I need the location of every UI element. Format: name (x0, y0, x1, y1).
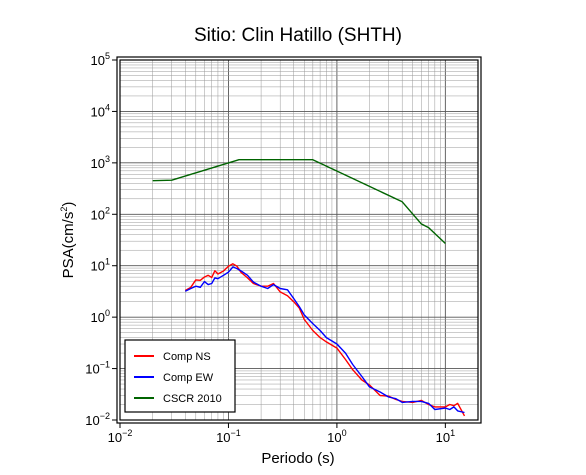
y-tick-exp: 4 (105, 102, 110, 112)
y-axis-label: PSA(cm/s2) (59, 202, 77, 279)
y-tick-exp: −1 (100, 360, 110, 370)
y-tick-label: 101 (91, 257, 110, 274)
y-tick-label: 10−2 (85, 411, 110, 428)
chart-title: Sitio: Clin Hatillo (SHTH) (194, 25, 402, 46)
y-tick-base: 10 (91, 259, 105, 274)
x-axis-label: Periodo (s) (261, 450, 334, 467)
y-tick-base: 10 (91, 207, 105, 222)
y-tick-label: 104 (91, 102, 110, 119)
y-tick-base: 10 (91, 53, 105, 68)
y-tick-base: 10 (91, 104, 105, 119)
y-tick-base: 10 (85, 362, 99, 377)
y-tick-label: 100 (91, 308, 110, 325)
y-tick-base: 10 (91, 156, 105, 171)
plot-frame (116, 56, 482, 424)
y-axis-label-sup: 2 (59, 207, 69, 212)
y-tick-label: 10−1 (85, 360, 110, 377)
x-tick-label: 100 (327, 428, 346, 445)
x-tick-exp: −2 (122, 428, 132, 438)
y-tick-base: 10 (91, 310, 105, 325)
y-tick-label: 102 (91, 205, 110, 222)
y-tick-label: 105 (91, 51, 110, 68)
x-tick-base: 10 (436, 430, 450, 445)
y-tick-exp: 3 (105, 154, 110, 164)
y-tick-exp: 5 (105, 51, 110, 61)
x-tick-base: 10 (108, 430, 122, 445)
x-tick-exp: 1 (450, 428, 455, 438)
series-line-cscr-2010 (152, 158, 446, 245)
y-tick-label: 103 (91, 154, 110, 171)
y-tick-exp: 1 (105, 257, 110, 267)
y-tick-exp: 2 (105, 205, 110, 215)
plot-border (119, 59, 479, 421)
x-tick-label: 10−2 (108, 428, 133, 445)
x-tick-label: 101 (436, 428, 455, 445)
legend: Comp NS Comp EW CSCR 2010 (124, 339, 236, 413)
x-tick-label: 10−1 (216, 428, 241, 445)
x-tick-base: 10 (327, 430, 341, 445)
series-line-comp-ew (184, 266, 465, 414)
y-tick-base: 10 (85, 413, 99, 428)
x-tick-exp: −1 (231, 428, 241, 438)
y-axis-label-tail: ) (60, 202, 77, 207)
grid (119, 59, 479, 421)
legend-label: Comp EW (163, 372, 214, 384)
y-axis-label-base: PSA(cm/s (60, 212, 77, 279)
y-tick-exp: −2 (100, 411, 110, 421)
legend-label: Comp NS (163, 351, 211, 363)
series-layer (152, 158, 466, 417)
y-tick-exp: 0 (105, 308, 110, 318)
x-tick-base: 10 (216, 430, 230, 445)
x-tick-exp: 0 (342, 428, 347, 438)
plot-outer-border (116, 56, 482, 424)
legend-label: CSCR 2010 (163, 393, 222, 405)
